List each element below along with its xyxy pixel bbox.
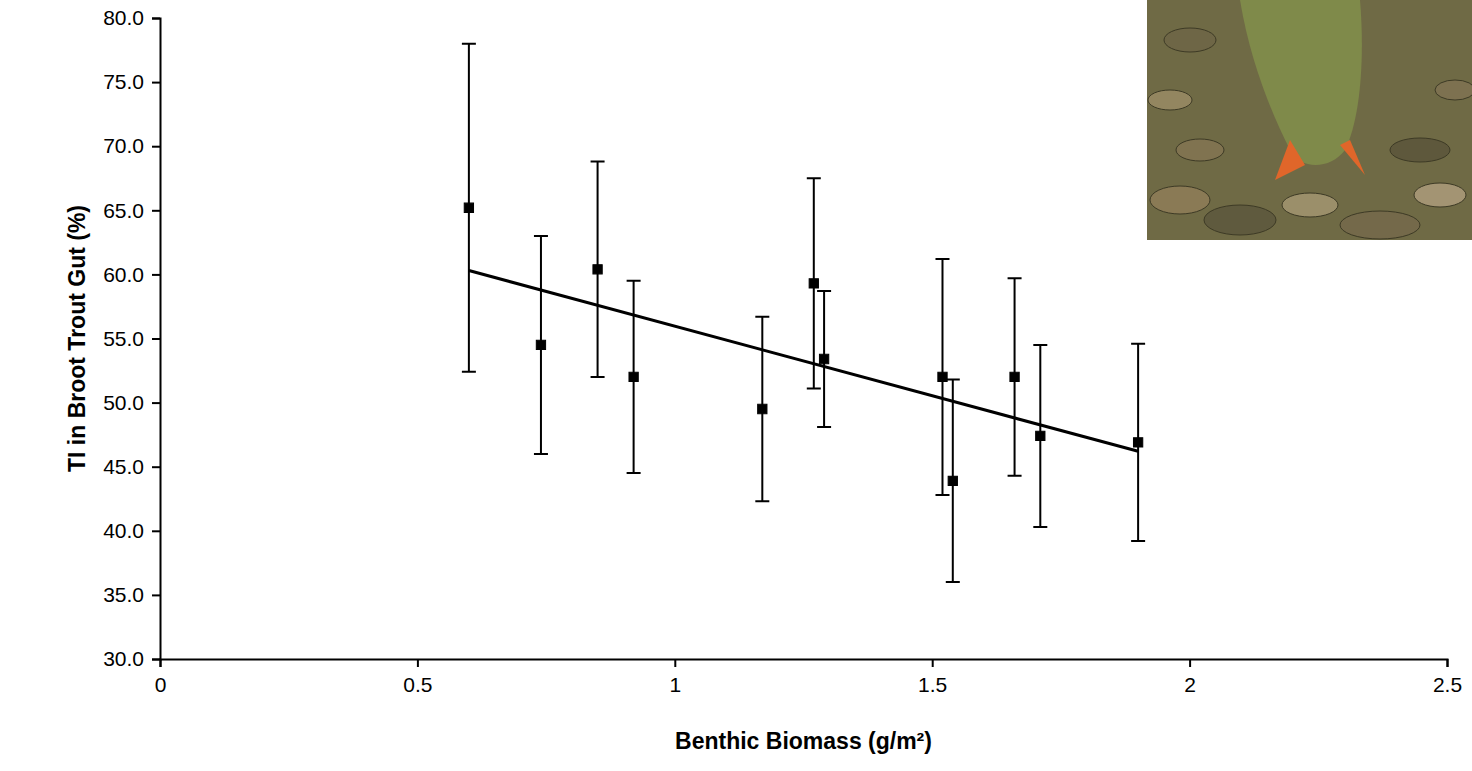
y-tick-mark: [152, 146, 160, 148]
data-point: [460, 198, 479, 217]
y-tick: 70.0: [103, 134, 160, 157]
x-tick: 1.5: [918, 659, 947, 696]
y-tick-mark: [152, 594, 160, 596]
y-tick-label: 50.0: [103, 391, 144, 414]
y-tick-mark: [152, 18, 160, 20]
x-tick: 0.5: [403, 659, 432, 696]
y-axis-title: TI in Broot Trout Gut (%): [64, 205, 90, 472]
x-tick-mark: [417, 659, 419, 667]
x-axis-line: [161, 660, 1448, 668]
x-tick-label: 1: [669, 673, 681, 696]
y-tick: 40.0: [103, 519, 160, 542]
y-tick: 65.0: [103, 199, 160, 222]
y-tick-mark: [152, 402, 160, 404]
y-tick: 50.0: [103, 391, 160, 414]
x-tick: 1: [669, 659, 681, 696]
y-tick-label: 75.0: [103, 70, 144, 93]
y-tick-label: 30.0: [103, 647, 144, 670]
photo-stone: [1148, 90, 1192, 110]
photo-stone: [1340, 211, 1420, 239]
photo-fin: [1340, 140, 1365, 175]
photo-stone: [1282, 193, 1338, 217]
chart: 0 0.5 1 1.5 2 2.5 30.0 35.0 40.0 45.0 50.0 55.0 60.0…: [0, 0, 1472, 771]
data-point: [1005, 368, 1024, 387]
photo-stone: [1164, 28, 1216, 52]
y-tick-mark: [152, 659, 160, 661]
y-tick-label: 55.0: [103, 327, 144, 350]
data-point: [753, 400, 772, 419]
x-tick-label: 0.5: [403, 673, 432, 696]
photo-stone: [1176, 139, 1224, 161]
x-tick-label: 2.5: [1433, 673, 1462, 696]
data-point: [805, 274, 824, 293]
y-tick-label: 70.0: [103, 134, 144, 157]
y-tick: 55.0: [103, 327, 160, 350]
y-tick-mark: [152, 82, 160, 84]
data-point: [944, 472, 963, 491]
data-point: [1129, 433, 1148, 452]
y-tick: 35.0: [103, 583, 160, 606]
photo-stone: [1204, 205, 1276, 235]
y-tick-label: 45.0: [103, 455, 144, 478]
photo-fin: [1275, 140, 1305, 180]
y-tick: 60.0: [103, 263, 160, 286]
photo-stone: [1390, 138, 1450, 162]
plot-area: [460, 44, 1148, 582]
y-tick: 80.0: [103, 6, 160, 29]
x-tick-label: 0: [155, 673, 167, 696]
y-tick: 75.0: [103, 70, 160, 93]
x-tick-label: 1.5: [918, 673, 947, 696]
x-tick-mark: [932, 659, 934, 667]
y-tick-mark: [152, 338, 160, 340]
y-tick-mark: [152, 530, 160, 532]
y-tick: 45.0: [103, 455, 160, 478]
x-tick-label: 2: [1184, 673, 1196, 696]
y-axis-line: [152, 19, 161, 660]
y-tick: 30.0: [103, 647, 160, 670]
x-axis: 0 0.5 1 1.5 2 2.5: [155, 659, 1462, 696]
x-tick: 0: [155, 659, 167, 696]
x-tick: 2: [1184, 659, 1196, 696]
x-tick: 2.5: [1433, 659, 1462, 696]
photo-stone: [1435, 80, 1472, 100]
data-point: [1031, 427, 1050, 446]
y-tick-label: 40.0: [103, 519, 144, 542]
data-point: [933, 368, 952, 387]
y-tick-mark: [152, 210, 160, 212]
y-tick-label: 80.0: [103, 6, 144, 29]
y-tick-mark: [152, 274, 160, 276]
photo-fish: [1240, 0, 1362, 165]
x-tick-mark: [674, 659, 676, 667]
trend-line: [469, 271, 1138, 452]
photo-stone: [1414, 183, 1466, 207]
y-tick-label: 65.0: [103, 199, 144, 222]
photo-stone: [1150, 186, 1210, 214]
y-tick-mark: [152, 466, 160, 468]
y-axis: 30.0 35.0 40.0 45.0 50.0 55.0 60.0 65.0 70.0 75.0…: [103, 6, 160, 670]
y-tick-label: 60.0: [103, 263, 144, 286]
data-point: [815, 350, 834, 369]
x-axis-title: Benthic Biomass (g/m²): [675, 728, 932, 754]
y-tick-label: 35.0: [103, 583, 144, 606]
x-tick-mark: [1189, 659, 1191, 667]
data-point: [624, 368, 643, 387]
photo-ground: [1147, 0, 1472, 240]
data-point: [588, 260, 607, 279]
x-tick-mark: [1447, 659, 1449, 667]
photo-inset: [1147, 0, 1472, 240]
data-point: [532, 336, 551, 355]
